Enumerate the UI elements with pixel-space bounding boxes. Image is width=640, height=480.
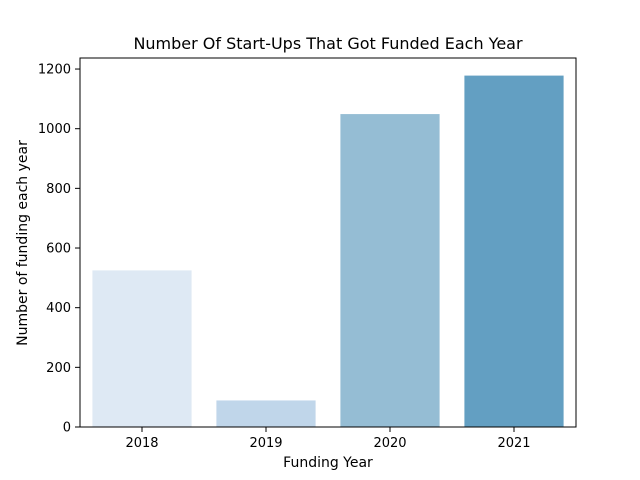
bar-2019 bbox=[216, 400, 316, 427]
y-tick-label-1000: 1000 bbox=[38, 122, 71, 137]
bar-2021 bbox=[464, 75, 564, 427]
y-tick-label-0: 0 bbox=[63, 421, 71, 436]
y-tick-label-200: 200 bbox=[46, 361, 71, 376]
x-tick-label-2019: 2019 bbox=[249, 436, 282, 451]
x-tick-label-2020: 2020 bbox=[373, 436, 406, 451]
x-axis-label: Funding Year bbox=[283, 455, 373, 471]
bar-2020 bbox=[340, 114, 440, 427]
y-tick-label-1200: 1200 bbox=[38, 63, 71, 78]
bar-2018 bbox=[92, 270, 192, 427]
y-tick-label-800: 800 bbox=[46, 182, 71, 197]
plot-frame bbox=[79, 57, 577, 428]
y-tick-label-400: 400 bbox=[46, 301, 71, 316]
x-tick-label-2021: 2021 bbox=[497, 436, 530, 451]
y-axis-label: Number of funding each year bbox=[15, 140, 31, 346]
x-tick-label-2018: 2018 bbox=[125, 436, 158, 451]
y-axis: 0 200 400 600 800 1000 1200 bbox=[38, 63, 80, 436]
y-tick-label-600: 600 bbox=[46, 242, 71, 257]
x-axis: 2018 2019 2020 2021 bbox=[125, 427, 531, 451]
chart-title: Number Of Start-Ups That Got Funded Each… bbox=[133, 34, 523, 53]
bars-group bbox=[92, 75, 564, 427]
